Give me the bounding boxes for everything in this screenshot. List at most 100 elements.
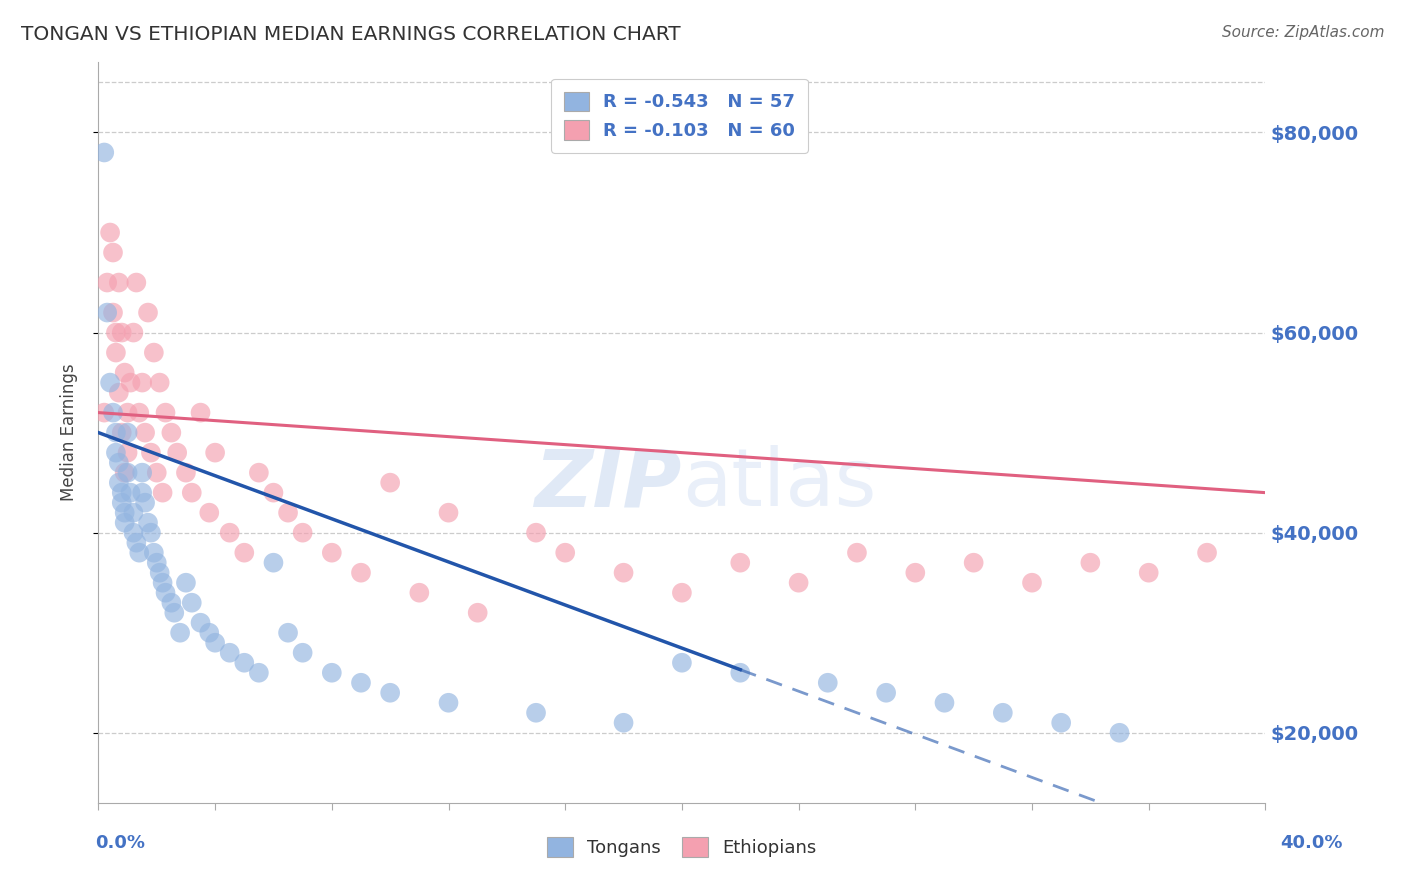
Point <box>108 475 131 490</box>
Point <box>117 406 139 420</box>
Point <box>160 425 183 440</box>
Point <box>1108 725 1130 739</box>
Point <box>904 566 927 580</box>
Point <box>142 345 165 359</box>
Point <box>149 566 172 580</box>
Point <box>117 425 139 440</box>
Point <box>671 585 693 599</box>
Point <box>152 575 174 590</box>
Point <box>817 675 839 690</box>
Point <box>350 566 373 580</box>
Point <box>166 445 188 459</box>
Point <box>198 625 221 640</box>
Point <box>233 546 256 560</box>
Point <box>163 606 186 620</box>
Point <box>247 466 270 480</box>
Point <box>321 665 343 680</box>
Point <box>612 715 634 730</box>
Point <box>122 506 145 520</box>
Point <box>730 556 752 570</box>
Point <box>139 445 162 459</box>
Point <box>142 546 165 560</box>
Point <box>125 535 148 549</box>
Point <box>380 475 402 490</box>
Point <box>730 665 752 680</box>
Point <box>437 696 460 710</box>
Point <box>262 556 284 570</box>
Point <box>174 466 197 480</box>
Point <box>122 525 145 540</box>
Point <box>198 506 221 520</box>
Point <box>155 406 177 420</box>
Point <box>146 556 169 570</box>
Point <box>408 585 430 599</box>
Point <box>291 646 314 660</box>
Point <box>122 326 145 340</box>
Point <box>218 525 240 540</box>
Point <box>104 445 127 459</box>
Point <box>204 445 226 459</box>
Point <box>120 376 142 390</box>
Legend: Tongans, Ethiopians: Tongans, Ethiopians <box>540 830 824 864</box>
Point <box>111 485 134 500</box>
Point <box>108 456 131 470</box>
Point <box>101 245 124 260</box>
Point <box>277 506 299 520</box>
Point <box>104 326 127 340</box>
Point <box>291 525 314 540</box>
Point <box>1050 715 1073 730</box>
Point <box>98 376 121 390</box>
Point <box>114 466 136 480</box>
Point <box>169 625 191 640</box>
Text: Source: ZipAtlas.com: Source: ZipAtlas.com <box>1222 25 1385 40</box>
Text: ZIP: ZIP <box>534 445 682 524</box>
Point <box>467 606 489 620</box>
Point <box>671 656 693 670</box>
Point <box>149 376 172 390</box>
Point <box>111 425 134 440</box>
Point <box>128 406 150 420</box>
Text: TONGAN VS ETHIOPIAN MEDIAN EARNINGS CORRELATION CHART: TONGAN VS ETHIOPIAN MEDIAN EARNINGS CORR… <box>21 25 681 44</box>
Point <box>136 516 159 530</box>
Point <box>128 546 150 560</box>
Point <box>160 596 183 610</box>
Point <box>262 485 284 500</box>
Point <box>93 145 115 160</box>
Point <box>117 466 139 480</box>
Point <box>1195 546 1218 560</box>
Point <box>612 566 634 580</box>
Point <box>350 675 373 690</box>
Point <box>524 706 547 720</box>
Point <box>152 485 174 500</box>
Point <box>554 546 576 560</box>
Point <box>233 656 256 670</box>
Point <box>114 366 136 380</box>
Point <box>114 516 136 530</box>
Point <box>1137 566 1160 580</box>
Point <box>321 546 343 560</box>
Point <box>146 466 169 480</box>
Point <box>991 706 1014 720</box>
Point <box>131 485 153 500</box>
Y-axis label: Median Earnings: Median Earnings <box>59 364 77 501</box>
Text: 40.0%: 40.0% <box>1281 834 1343 852</box>
Point <box>96 305 118 319</box>
Point <box>1021 575 1043 590</box>
Point <box>125 276 148 290</box>
Point <box>875 686 897 700</box>
Point <box>962 556 984 570</box>
Point <box>846 546 869 560</box>
Point <box>93 406 115 420</box>
Point <box>155 585 177 599</box>
Point <box>787 575 810 590</box>
Point <box>1080 556 1102 570</box>
Point <box>190 615 212 630</box>
Point <box>218 646 240 660</box>
Point <box>117 445 139 459</box>
Point <box>104 425 127 440</box>
Point <box>101 305 124 319</box>
Point <box>204 636 226 650</box>
Point <box>131 466 153 480</box>
Point <box>139 525 162 540</box>
Point <box>180 596 202 610</box>
